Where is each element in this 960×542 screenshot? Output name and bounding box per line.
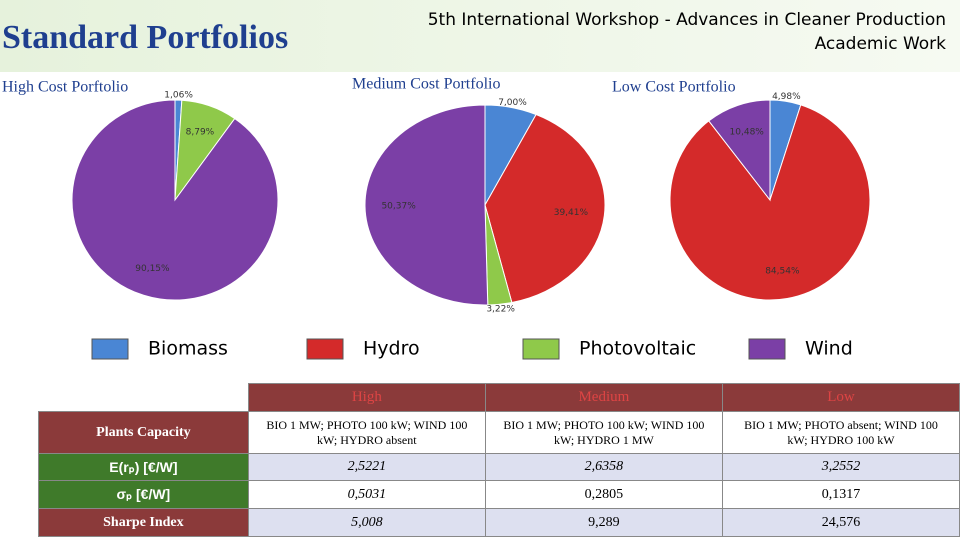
- table-cell: BIO 1 MW; PHOTO 100 kW; WIND 100 kW; HYD…: [484, 411, 723, 454]
- slice-label: 50,37%: [381, 201, 416, 211]
- pie-title: Low Cost Portfolio: [612, 79, 736, 96]
- table-cell: 5,008: [247, 508, 486, 537]
- row-label: Sharpe Index: [38, 508, 249, 537]
- column-header: Medium: [484, 383, 723, 412]
- slice-label: 90,15%: [135, 264, 170, 274]
- header-band: [0, 0, 960, 72]
- legend-label: Hydro: [363, 338, 420, 360]
- table-row: E(rₚ) [€/W] 2,5221 2,6358 3,2552: [38, 453, 960, 481]
- slice-label: 7,00%: [498, 98, 527, 108]
- table-cell: 2,6358: [484, 453, 723, 481]
- slice-label: 84,54%: [765, 266, 800, 276]
- pie-title: High Cost Porftolio: [2, 79, 128, 96]
- table-row: Sharpe Index 5,008 9,289 24,576: [38, 508, 960, 537]
- row-label: Plants Capacity: [38, 411, 249, 454]
- pie-slice: [364, 104, 489, 306]
- table-cell: BIO 1 MW; PHOTO 100 kW; WIND 100 kW; HYD…: [247, 411, 486, 454]
- table-cell: 0,1317: [721, 480, 960, 509]
- legend-label: Wind: [805, 338, 853, 360]
- results-table: High Medium Low Plants Capacity BIO 1 MW; PH…: [38, 383, 960, 537]
- workshop-subtitle: Academic Work: [815, 34, 947, 54]
- header-row: High Medium Low: [39, 383, 960, 412]
- slice-label: 10,48%: [730, 127, 765, 137]
- table-row: σₚ [€/W] 0,5031 0,2805 0,1317: [38, 480, 960, 509]
- legend-swatch: [522, 338, 560, 360]
- slice-label: 1,06%: [164, 91, 193, 101]
- workshop-title: 5th International Workshop - Advances in…: [428, 10, 946, 30]
- table-cell: 9,289: [484, 508, 723, 537]
- table-cell: BIO 1 MW; PHOTO absent; WIND 100 kW; HYD…: [721, 411, 960, 454]
- table-cell: 24,576: [721, 508, 960, 537]
- table-cell: 3,2552: [721, 453, 960, 481]
- pie-slice: [669, 104, 871, 301]
- slice-label: 4,98%: [772, 92, 801, 102]
- row-label: σₚ [€/W]: [38, 480, 249, 509]
- legend-swatch: [91, 338, 129, 360]
- slice-label: 8,79%: [186, 128, 215, 138]
- pie-slice: [708, 99, 771, 202]
- legend-label: Biomass: [148, 338, 228, 360]
- table-cell: 0,5031: [247, 480, 486, 509]
- column-header: High: [247, 383, 486, 412]
- pie-title: Medium Cost Portfolio: [352, 76, 500, 93]
- slice-label: 39,41%: [554, 208, 589, 218]
- legend-swatch: [306, 338, 344, 360]
- blank-cell: [39, 384, 249, 412]
- legend-swatch: [748, 338, 786, 360]
- table-cell: 0,2805: [484, 480, 723, 509]
- column-header: Low: [721, 383, 960, 412]
- row-label: E(rₚ) [€/W]: [38, 453, 249, 481]
- table-row: Plants Capacity BIO 1 MW; PHOTO 100 kW; W…: [38, 411, 960, 454]
- pie-slice: [71, 99, 279, 301]
- slice-label: 3,22%: [486, 305, 515, 315]
- legend-label: Photovoltaic: [579, 338, 696, 360]
- pie-slice: [484, 113, 606, 304]
- table-cell: 2,5221: [247, 453, 486, 481]
- slide-title: Standard Portfolios: [2, 19, 288, 56]
